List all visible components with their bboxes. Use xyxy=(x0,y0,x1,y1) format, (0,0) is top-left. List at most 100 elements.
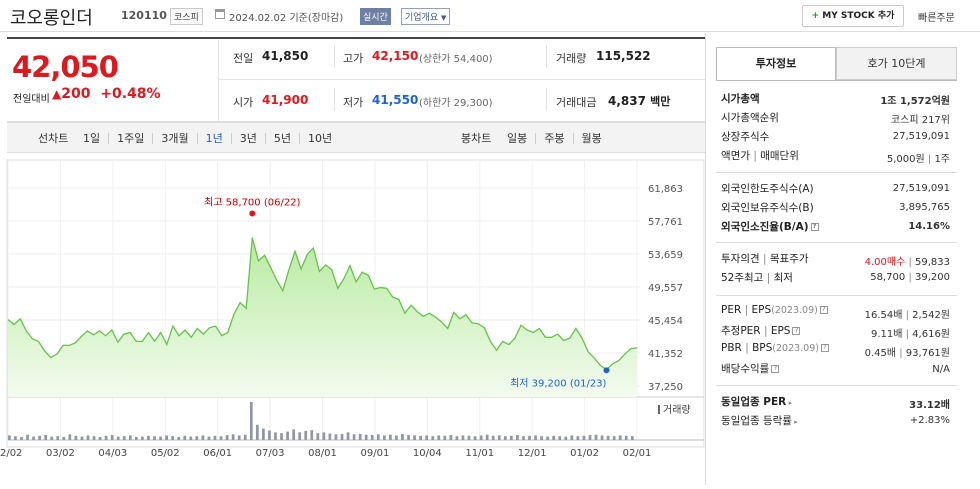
opinion-target-label: 투자의견 | 목표주가 xyxy=(721,253,809,265)
volume-bar xyxy=(249,402,253,440)
price-chart[interactable]: 61,863 57,761 53,659 49,557 45,454 41,352 37,2… xyxy=(0,153,705,485)
volume-bar xyxy=(147,435,150,440)
shares-label: 상장주식수 xyxy=(721,131,770,143)
candle-tabs: 일봉 주봉 월봉 xyxy=(507,130,602,146)
sector-per-row[interactable]: 동일업종 PER ▸ xyxy=(721,394,792,409)
target-label: 목표주가 xyxy=(769,253,809,265)
help-icon[interactable]: ? xyxy=(792,327,801,335)
divider xyxy=(264,132,266,144)
tab-period-0[interactable]: 1일 xyxy=(83,132,101,145)
volume-bar xyxy=(183,435,187,440)
corp-overview-button[interactable]: 기업개요 ▼ xyxy=(401,8,451,25)
volume-bar xyxy=(104,435,108,440)
high-value: 42,150 xyxy=(372,49,419,63)
price-change: ▲200 +0.48% xyxy=(52,86,161,102)
volume-bar xyxy=(346,432,350,440)
volume-bar xyxy=(304,430,308,440)
stock-code: 120110 xyxy=(121,9,167,22)
w52-low-label: 최저 xyxy=(773,272,793,284)
volume-bar xyxy=(122,436,126,440)
mystock-add-button[interactable]: + MY STOCK 추가 xyxy=(802,5,904,27)
divider xyxy=(535,132,537,144)
tab-invest-info[interactable]: 투자정보 xyxy=(716,47,836,80)
y-tick-label: 45,454 xyxy=(648,316,683,327)
volume-bar xyxy=(274,432,277,440)
change-percent: +0.48% xyxy=(100,86,161,102)
volume-bar xyxy=(479,435,483,440)
tab-period-1[interactable]: 1주일 xyxy=(117,132,145,145)
volume-bar xyxy=(600,435,604,440)
x-tick-label: 03/02 xyxy=(46,448,75,459)
w52-high-label: 52주최고 xyxy=(721,272,764,284)
divider xyxy=(334,45,335,68)
volume-bar xyxy=(558,436,562,440)
volume-bar xyxy=(370,435,374,440)
volume-bar xyxy=(280,433,283,440)
volume-bar xyxy=(437,435,441,440)
volume-bar xyxy=(340,433,344,440)
volume-bar xyxy=(491,435,495,440)
fast-order-button[interactable]: 빠른주문 xyxy=(918,9,955,24)
divider xyxy=(299,132,300,144)
volume-bar xyxy=(92,436,96,440)
volume-bar xyxy=(630,436,634,440)
corp-overview-label: 기업개요 xyxy=(405,13,439,23)
volume-bar xyxy=(413,435,416,440)
divider xyxy=(716,242,957,243)
x-tick-label: 10/04 xyxy=(413,448,442,459)
help-icon[interactable]: ? xyxy=(819,306,828,314)
open-value: 41,900 xyxy=(262,93,309,107)
par-unit-value: 5,000원 | 1주 xyxy=(886,154,950,165)
help-icon[interactable]: ? xyxy=(820,344,829,352)
tab-candle-2[interactable]: 월봉 xyxy=(581,132,602,145)
divider xyxy=(572,132,574,144)
volume-bar xyxy=(328,433,332,440)
y-tick-label: 37,250 xyxy=(648,382,683,393)
price-area xyxy=(8,237,637,397)
x-tick-label: 09/01 xyxy=(361,448,390,459)
divider xyxy=(334,88,335,111)
tab-hoga[interactable]: 호가 10단계 xyxy=(836,47,957,80)
volume-bar xyxy=(20,436,23,440)
tab-candle-0[interactable]: 일봉 xyxy=(507,132,528,145)
foreign-hold-label: 외국인보유주식수(B) xyxy=(721,202,814,214)
foreign-limit-label: 외국인한도주식수(A) xyxy=(721,183,814,195)
pbr-value: 0.45배 xyxy=(864,348,897,359)
tab-period-3[interactable]: 1년 xyxy=(205,132,223,145)
help-icon[interactable]: ? xyxy=(810,223,819,231)
market-cap-value: 1조 1,572억원 xyxy=(880,96,950,107)
help-icon[interactable]: ? xyxy=(771,365,780,373)
volume-bar xyxy=(316,433,320,440)
volume-bar xyxy=(516,435,519,440)
date-text: 2024.02.02 xyxy=(229,13,287,24)
volume-bar xyxy=(546,436,550,440)
volume-bar xyxy=(564,436,568,440)
prev-value: 41,850 xyxy=(262,49,309,63)
est-eps-value: 4,616원 xyxy=(912,329,950,340)
est-per-eps-value: 9.11배 | 4,616원 xyxy=(870,329,950,340)
volume-bar xyxy=(262,428,265,440)
low-label: 최저 39,200 (01/23) xyxy=(510,377,606,389)
tab-period-2[interactable]: 3개월 xyxy=(161,132,189,145)
realtime-badge[interactable]: 실시간 xyxy=(360,8,391,25)
volume-bar xyxy=(401,433,404,440)
tab-candle-1[interactable]: 주봉 xyxy=(544,132,565,145)
volume-bar xyxy=(141,436,144,440)
volume-bar xyxy=(62,436,66,440)
tab-period-5[interactable]: 5년 xyxy=(273,132,291,145)
foreign-limit-value: 27,519,091 xyxy=(892,183,950,194)
market-cap-label: 시가총액 xyxy=(721,93,760,105)
volume-bar xyxy=(419,435,422,440)
volume-bar xyxy=(225,435,229,440)
volume-bar xyxy=(68,434,72,440)
sector-change-row[interactable]: 동일업종 등락률 ▸ xyxy=(721,413,798,428)
volume-bar xyxy=(425,435,429,440)
volume-bar xyxy=(485,434,489,440)
volume-bar xyxy=(195,436,199,440)
volume-bar xyxy=(322,432,326,440)
target-value: 59,833 xyxy=(915,257,950,268)
volume-bar xyxy=(153,436,156,440)
est-per-value: 9.11배 xyxy=(870,329,903,340)
tab-period-4[interactable]: 3년 xyxy=(239,132,257,145)
tab-period-6[interactable]: 10년 xyxy=(308,132,333,145)
